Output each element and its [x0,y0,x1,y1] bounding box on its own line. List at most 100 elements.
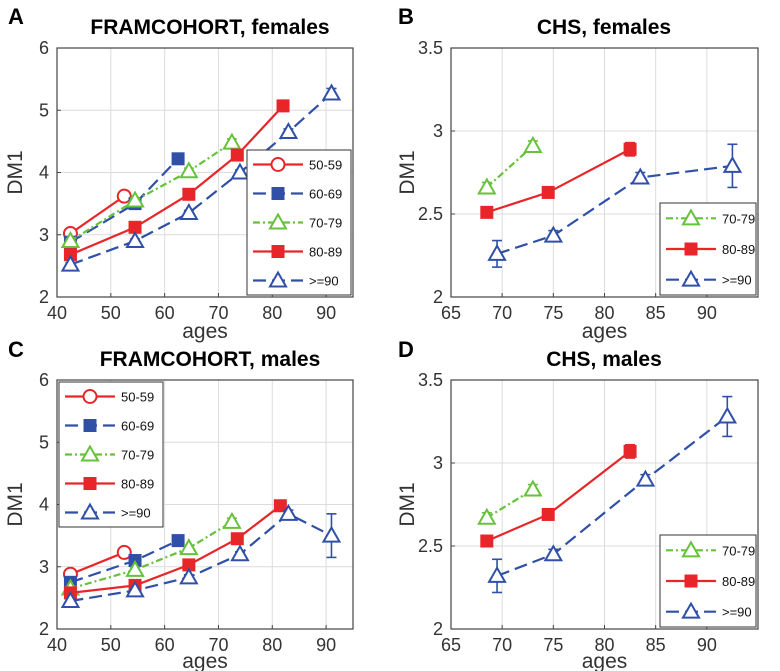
series-line [70,520,233,590]
legend-label: 50-59 [121,390,154,405]
x-axis-label: ages [182,650,228,671]
series-line [486,148,631,214]
x-axis-label: ages [182,320,228,343]
x-axis-label: ages [582,650,628,671]
data-point [230,532,244,546]
y-tick-label: 3 [39,225,49,245]
x-tick-label: 70 [492,635,512,655]
x-tick-label: 70 [208,635,228,655]
y-tick-label: 5 [39,100,49,120]
series-line [486,450,631,543]
panel-c: C FRAMCOHORT, males 40 50 60 70 80 90 2 3 4 5 6 ages D… [4,337,354,671]
legend-label: 80-89 [722,574,755,589]
series-line [70,92,333,266]
legend-label: 50-59 [309,158,342,173]
data-point [278,503,299,521]
data-point [179,202,199,220]
chart-title: CHS, males [546,348,662,371]
data-point [179,567,199,585]
legend-label: >=90 [722,605,752,620]
data-point [523,479,543,497]
x-tick-label: 85 [646,635,666,655]
data-point [278,122,299,140]
legend-label: 70-79 [121,448,154,463]
series-60-69 [63,534,185,589]
data-point [477,507,497,525]
y-tick-label: 5 [39,432,49,452]
legend-label: 80-89 [309,245,342,260]
data-point [116,544,132,560]
x-tick-label: 60 [155,635,175,655]
x-tick-label: 60 [155,303,175,323]
series-70-79 [477,479,543,525]
y-tick-label: 3.5 [418,38,443,58]
y-tick-label: 2 [39,619,49,639]
data-point [222,511,242,529]
data-point [125,559,145,577]
y-axis-label: DM1 [396,150,419,194]
legend-marker [684,242,698,256]
legend-marker [80,502,100,520]
data-point [623,444,637,458]
legend-marker [681,540,701,558]
series-line [70,551,125,576]
y-tick-label: 3 [39,557,49,577]
chart-title: CHS, females [537,16,671,39]
data-point [60,590,81,608]
data-point [321,525,342,543]
legend-marker [681,269,701,287]
x-tick-label: 75 [543,635,563,655]
y-tick-label: 3.5 [418,370,443,390]
legend-label: 60-69 [309,187,342,202]
data-point [230,162,250,180]
panel-letter: D [398,337,414,362]
legend: 50-59 60-69 70-79 80-89 >=90 [58,381,164,528]
legend-label: >=90 [722,273,752,288]
data-point [230,544,250,562]
y-tick-label: 2 [39,287,49,307]
x-axis-label: ages [582,320,628,343]
data-point [635,469,656,487]
data-point [543,225,564,243]
data-point [60,254,81,272]
legend: 70-79 80-89 >=90 [659,534,757,628]
y-tick-label: 6 [39,370,49,390]
y-tick-label: 2.5 [418,204,443,224]
data-point [171,534,185,548]
series-ge90 [60,503,342,608]
x-tick-label: 75 [543,303,563,323]
data-point [171,152,185,166]
data-point [523,135,543,153]
data-point [116,188,132,204]
x-tick-label: 90 [316,303,336,323]
y-tick-label: 3 [433,453,443,473]
data-point [630,167,651,185]
data-point [179,538,199,556]
data-point [125,190,145,208]
data-point [480,205,494,219]
data-point [222,132,242,150]
legend-marker [270,157,286,172]
series-ge90 [60,83,342,272]
legend-marker [268,212,288,230]
y-tick-label: 2 [433,619,443,639]
data-point [321,83,342,101]
legend-marker [82,389,98,404]
legend-marker [83,477,97,490]
legend-marker [681,601,701,619]
chart-title: FRAMCOHORT, males [100,348,321,371]
panel-letter: C [8,337,24,362]
legend-label: 80-89 [121,477,154,492]
legend-marker [83,419,97,432]
legend-label: 70-79 [722,543,755,558]
series-80-89 [480,443,637,548]
panel-d: D CHS, males 65 70 75 80 85 90 2 2.5 3 3.5 ages DM1 70… [396,337,759,671]
panel-letter: B [398,4,414,29]
data-point [487,565,507,583]
data-point [273,499,287,513]
x-tick-label: 40 [47,303,67,323]
legend-label: 80-89 [722,242,755,257]
series-80-89 [480,141,637,219]
x-tick-label: 70 [208,303,228,323]
